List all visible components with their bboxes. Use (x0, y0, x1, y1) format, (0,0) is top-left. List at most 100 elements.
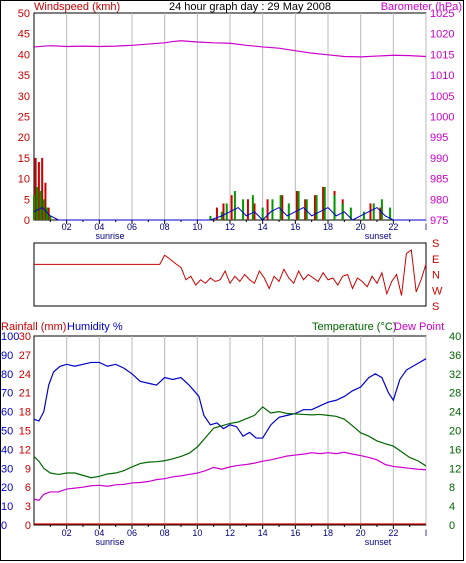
rainfall-tick-label: 21 (19, 388, 31, 400)
temp-humidity-series (33, 358, 427, 525)
sunrise-label: sunrise (95, 537, 124, 547)
temperature-axis-label: Temperature (°C) (312, 321, 396, 333)
barometer-tick-labels: 975 980 985 990 995 1000 1005 1010 1015 1020 1025 (430, 8, 454, 227)
rainfall-axis-label: Rainfall (mm) (1, 321, 66, 333)
humidity-tick-label: 10 (1, 501, 13, 513)
direction-tick-label: E (432, 254, 439, 266)
hour-tick-label: 22 (388, 528, 398, 538)
hour-tick-label: 22 (388, 222, 398, 232)
barometer-tick-label: 975 (430, 215, 448, 227)
windspeed-tick-label: 20 (18, 132, 30, 144)
hour-tick-label: 06 (127, 528, 137, 538)
windspeed-tick-label: 45 (18, 29, 30, 41)
hour-tick-label: 10 (192, 528, 202, 538)
chart-title: 24 hour graph day : 29 May 2008 (169, 1, 331, 13)
barometer-tick-label: 1000 (430, 112, 454, 124)
humidity-tick-label: 80 (1, 369, 13, 381)
hour-tick-label: l (425, 222, 427, 232)
rainfall-tick-label: 18 (19, 407, 31, 419)
rainfall-tick-label: 12 (19, 444, 31, 456)
hour-tick-label: 20 (356, 222, 366, 232)
temperature-tick-label: 32 (449, 369, 461, 381)
rainfall-tick-label: 30 (19, 331, 31, 343)
dew-point-axis-label: Dew Point (394, 321, 444, 333)
temperature-line (33, 406, 427, 479)
rainfall-tick-label: 15 (19, 426, 31, 438)
barometer-tick-label: 1015 (430, 49, 454, 61)
temperature-tick-label: 20 (449, 426, 461, 438)
windspeed-tick-label: 35 (18, 70, 30, 82)
barometer-tick-label: 995 (430, 132, 448, 144)
barometer-tick-label: 990 (430, 153, 448, 165)
temperature-tick-label: 8 (449, 482, 455, 494)
wind-hour-tick-labels: 02 04 06 08 10 12 14 16 18 20 22 l (62, 222, 427, 232)
humidity-tick-label: 100 (1, 331, 19, 343)
hour-tick-label: 12 (225, 222, 235, 232)
hour-tick-label: 02 (62, 222, 72, 232)
barometer-tick-label: 1010 (430, 70, 454, 82)
dew-point-line (33, 451, 427, 502)
barometer-tick-label: 1020 (430, 29, 454, 41)
wind-direction-plot-area (33, 242, 427, 307)
windspeed-tick-label: 5 (24, 194, 30, 206)
direction-tick-label: N (432, 270, 440, 282)
hour-tick-label: 18 (323, 528, 333, 538)
temp-hour-tick-labels: 02 04 06 08 10 12 14 16 18 20 22 l (62, 528, 427, 538)
hour-tick-label: 10 (192, 222, 202, 232)
wind-direction-series (34, 249, 427, 296)
rainfall-tick-label: 27 (19, 350, 31, 362)
windspeed-axis-label: Windspeed (kmh) (34, 1, 120, 13)
temperature-tick-label: 24 (449, 407, 461, 419)
humidity-tick-label: 20 (1, 482, 13, 494)
hour-tick-label: 12 (225, 528, 235, 538)
wind-baro-series (33, 40, 427, 221)
rainfall-tick-label: 6 (25, 482, 31, 494)
temperature-tick-label: 0 (449, 520, 455, 532)
windspeed-tick-label: 0 (24, 215, 30, 227)
direction-tick-label: W (432, 285, 443, 297)
temp-humidity-grid (49, 336, 427, 529)
windspeed-tick-label: 50 (18, 8, 30, 20)
humidity-tick-label: 60 (1, 407, 13, 419)
hour-tick-label: 16 (290, 222, 300, 232)
windspeed-tick-label: 30 (18, 91, 30, 103)
humidity-tick-label: 90 (1, 350, 13, 362)
hour-tick-label: 04 (94, 528, 104, 538)
barometer-axis-label: Barometer (hPa) (381, 1, 462, 13)
barometer-tick-label: 1005 (430, 91, 454, 103)
wind-direction-line (34, 249, 427, 296)
rainfall-tick-labels: 0 3 6 9 12 15 18 21 24 27 30 (19, 331, 31, 532)
hour-tick-label: 14 (258, 222, 268, 232)
temperature-tick-label: 12 (449, 463, 461, 475)
sunset-label: sunset (365, 231, 392, 241)
windspeed-tick-label: 10 (18, 174, 30, 186)
rainfall-tick-label: 0 (25, 520, 31, 532)
barometer-tick-label: 1025 (430, 8, 454, 20)
temperature-tick-label: 4 (449, 501, 455, 513)
windspeed-tick-label: 40 (18, 49, 30, 61)
humidity-tick-label: 70 (1, 388, 13, 400)
sunrise-label: sunrise (95, 231, 124, 241)
barometer-tick-label: 980 (430, 194, 448, 206)
temperature-tick-label: 36 (449, 350, 461, 362)
sunset-label: sunset (365, 537, 392, 547)
temperature-tick-label: 40 (449, 331, 461, 343)
barometer-line (33, 40, 427, 58)
windspeed-tick-label: 15 (18, 153, 30, 165)
temperature-tick-label: 16 (449, 444, 461, 456)
wind-speed-line (33, 206, 426, 221)
hour-tick-label: 08 (160, 528, 170, 538)
humidity-tick-label: 40 (1, 444, 13, 456)
windspeed-tick-label: 25 (18, 112, 30, 124)
humidity-axis-label: Humidity % (67, 321, 123, 333)
rainfall-tick-label: 9 (25, 463, 31, 475)
hour-tick-label: 18 (323, 222, 333, 232)
barometer-tick-label: 985 (430, 174, 448, 186)
hour-tick-label: 08 (160, 222, 170, 232)
humidity-tick-label: 30 (1, 463, 13, 475)
hour-tick-label: 02 (62, 528, 72, 538)
temperature-tick-label: 28 (449, 388, 461, 400)
hour-tick-label: 20 (356, 528, 366, 538)
hour-tick-label: 14 (258, 528, 268, 538)
